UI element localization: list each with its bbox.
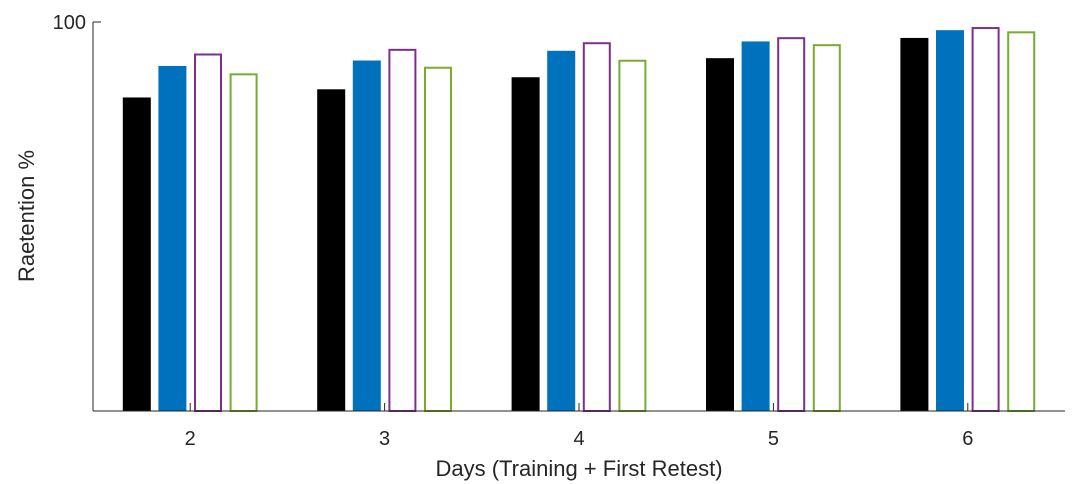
bar-series-2-day-4 xyxy=(547,50,576,411)
x-tick-label: 6 xyxy=(962,428,973,450)
x-axis-label: Days (Training + First Retest) xyxy=(435,456,722,481)
tick-group: 2 3 4 5 6 100 xyxy=(53,12,974,450)
bar-series-4-day-4 xyxy=(618,59,647,412)
x-tick-label: 4 xyxy=(573,428,584,450)
bar-series-3-day-5 xyxy=(777,37,806,413)
bar-series-4-day-2 xyxy=(229,73,258,413)
bar-series-1-day-6 xyxy=(900,37,929,411)
bar-series-4-day-3 xyxy=(424,66,452,413)
y-axis-label: Raetention % xyxy=(14,150,39,282)
bar-series-3-day-4 xyxy=(582,42,611,413)
x-tick-label: 5 xyxy=(768,428,779,450)
bar-series-1-day-2 xyxy=(122,97,151,411)
bar-series-2-day-5 xyxy=(741,41,770,411)
bar-series-2-day-6 xyxy=(936,30,964,411)
bar-group xyxy=(122,27,1036,413)
bar-series-3-day-2 xyxy=(194,53,222,412)
bar-series-3-day-6 xyxy=(971,27,1000,412)
bar-series-2-day-3 xyxy=(352,60,381,412)
bar-series-3-day-3 xyxy=(388,48,417,412)
bar-series-1-day-3 xyxy=(317,89,346,411)
bar-series-2-day-2 xyxy=(158,65,187,411)
bar-series-4-day-5 xyxy=(812,44,841,412)
x-tick-label: 3 xyxy=(379,428,390,450)
bar-series-1-day-4 xyxy=(511,77,540,411)
bar-series-1-day-5 xyxy=(706,58,734,411)
x-tick-label: 2 xyxy=(185,428,196,450)
y-tick-label: 100 xyxy=(53,12,86,34)
bar-series-4-day-6 xyxy=(1007,31,1036,412)
